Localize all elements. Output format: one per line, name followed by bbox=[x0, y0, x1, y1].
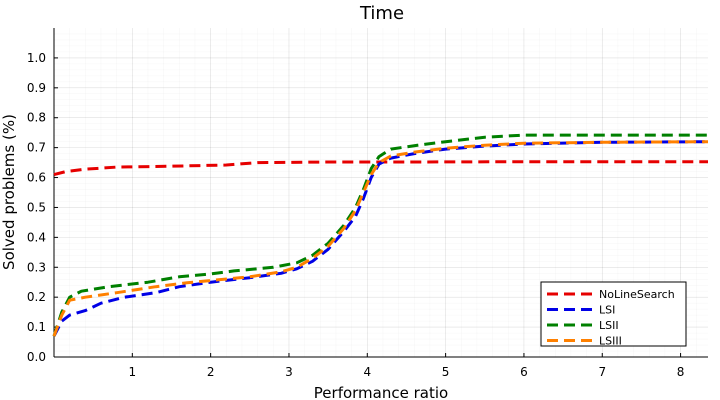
y-axis-title: Solved problems (%) bbox=[0, 114, 18, 270]
series-lines bbox=[52, 133, 709, 337]
legend-label: LSII bbox=[599, 319, 619, 332]
x-tick-label: 1 bbox=[129, 365, 137, 379]
x-tick-label: 2 bbox=[207, 365, 215, 379]
y-tick-label: 0.5 bbox=[27, 200, 46, 214]
legend-label: LSI bbox=[599, 304, 615, 317]
series-line-lsii bbox=[52, 133, 708, 337]
y-tick-label: 0.3 bbox=[27, 260, 46, 274]
series-line-nolinesearch bbox=[53, 160, 708, 177]
y-tick-label: 0.9 bbox=[27, 81, 46, 95]
legend: NoLineSearch LSI LSII LSIII bbox=[540, 281, 687, 348]
x-tick-label: 4 bbox=[363, 365, 371, 379]
series-line-lsiii bbox=[52, 140, 709, 337]
y-tick-label: 1.0 bbox=[27, 51, 46, 65]
x-tick-label: 3 bbox=[285, 365, 293, 379]
legend-label: NoLineSearch bbox=[599, 288, 675, 301]
y-tick-label: 0.7 bbox=[27, 141, 46, 155]
x-tick-label: 7 bbox=[598, 365, 606, 379]
y-tick-label: 0.2 bbox=[27, 290, 46, 304]
chart-title: Time bbox=[359, 3, 404, 24]
y-tick-label: 0.1 bbox=[27, 320, 46, 334]
y-tick-label: 0.6 bbox=[27, 171, 46, 185]
axes: 1 2 3 4 5 6 7 8 0.0 0.1 0.2 0.3 0.4 0.5 0.6 0.7 0.8 0.9 1.… bbox=[27, 28, 708, 379]
y-tick-label: 0.4 bbox=[27, 230, 46, 244]
x-axis-title: Performance ratio bbox=[314, 384, 448, 400]
y-tick-label: 0.8 bbox=[27, 111, 46, 125]
legend-label: LSIII bbox=[599, 335, 622, 348]
x-tick-label: 8 bbox=[677, 365, 685, 379]
x-tick-label: 5 bbox=[442, 365, 450, 379]
x-tick-label: 6 bbox=[520, 365, 528, 379]
y-tick-label: 0.0 bbox=[27, 350, 46, 364]
